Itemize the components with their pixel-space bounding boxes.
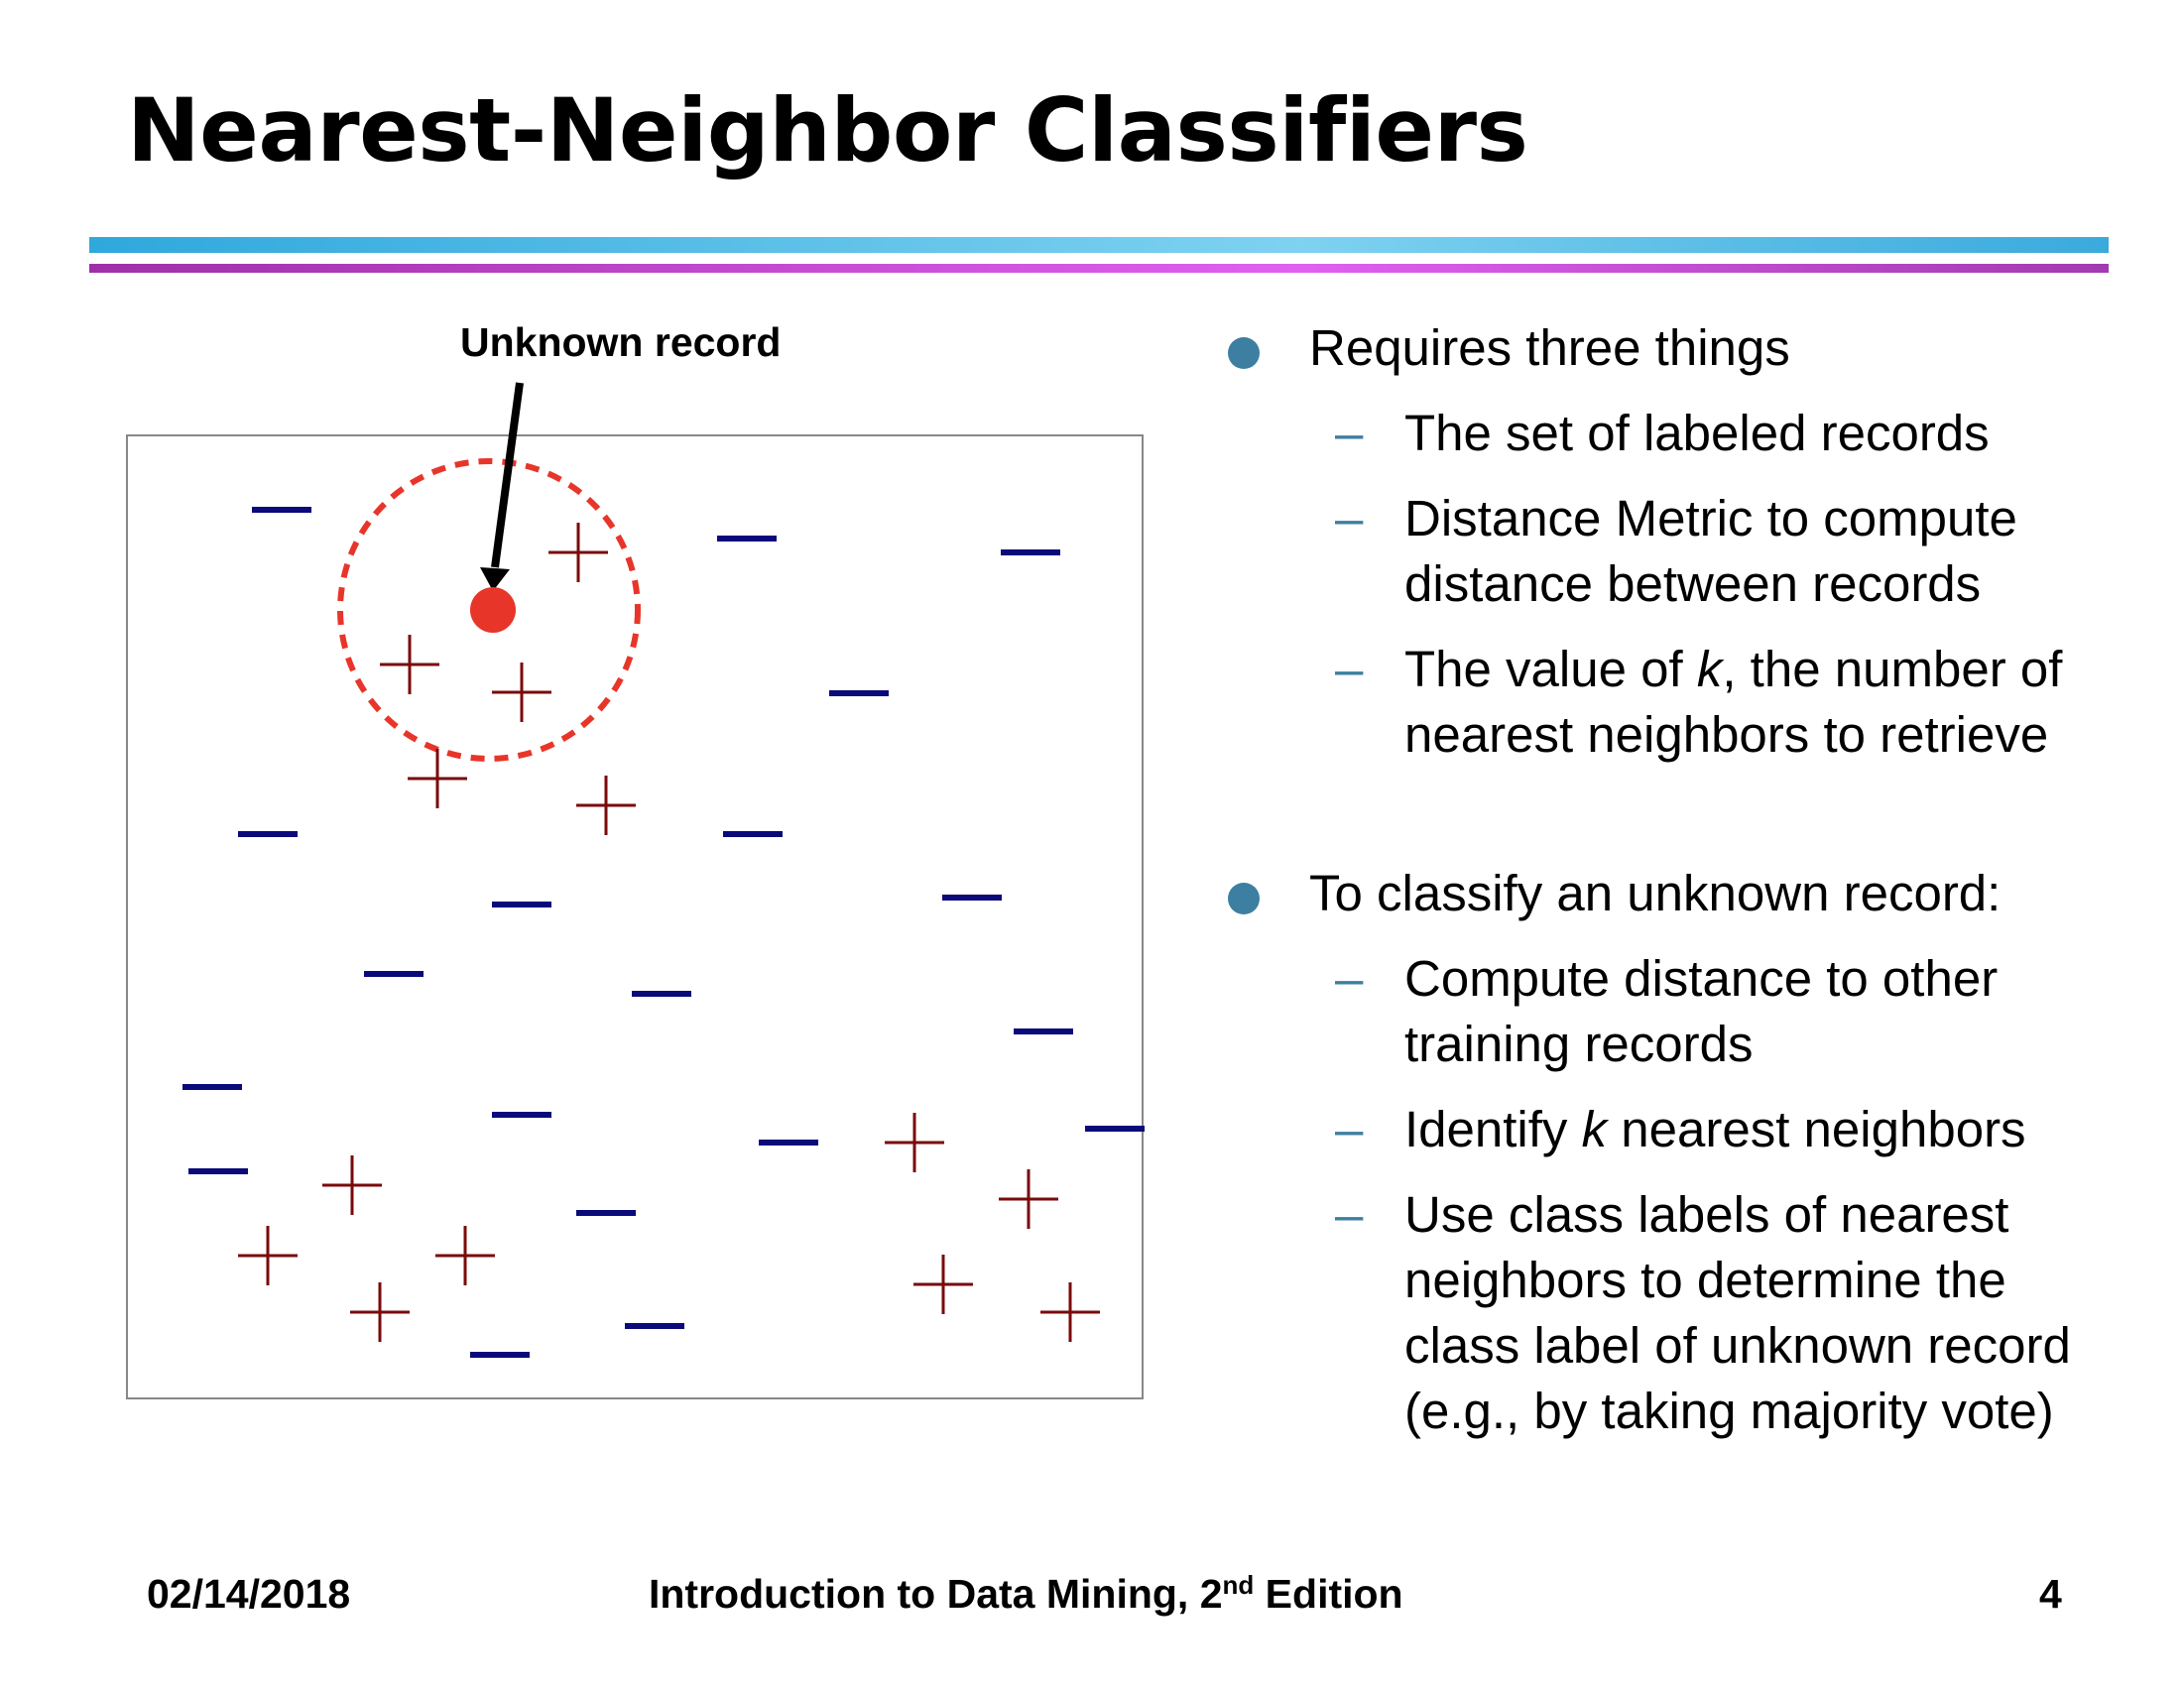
footer-page-number: 4 xyxy=(2039,1571,2062,1617)
dash-bullet-icon: – xyxy=(1335,1186,1364,1243)
variable-k: k xyxy=(1581,1101,1608,1157)
footer-book-title-sup: nd xyxy=(1222,1570,1255,1600)
sub-bullet-text: , the number of xyxy=(1722,641,2063,697)
unknown-record-label: Unknown record xyxy=(460,319,782,365)
filled-circle-bullet-icon xyxy=(1228,337,1260,369)
dash-bullet-icon: – xyxy=(1335,490,1364,546)
sub-bullet-text: nearest neighbors xyxy=(1607,1101,2026,1157)
sub-bullet-text: Distance Metric to compute xyxy=(1404,490,2017,546)
arrow-down-icon xyxy=(480,567,510,591)
dash-bullet-icon: – xyxy=(1335,405,1364,461)
sub-bullet-text: class label of unknown record xyxy=(1404,1317,2071,1374)
plus-record-mark xyxy=(408,749,467,808)
sub-bullet-text: (e.g., by taking majority vote) xyxy=(1404,1383,2054,1439)
sub-bullet: – Distance Metric to compute distance be… xyxy=(1220,486,2113,617)
plus-record-mark xyxy=(435,1226,495,1285)
sub-bullet: – The set of labeled records xyxy=(1220,401,2113,466)
sub-bullet: – Identify k nearest neighbors xyxy=(1220,1097,2113,1162)
bullet-text: Requires three things xyxy=(1309,319,1790,376)
bullet-classify: To classify an unknown record: xyxy=(1220,861,2113,926)
sub-bullet: – Use class labels of nearest neighbors … xyxy=(1220,1182,2113,1444)
dash-bullet-icon: – xyxy=(1335,1101,1364,1157)
sub-bullet-text: distance between records xyxy=(1404,555,1982,612)
sub-bullet-text: neighbors to determine the xyxy=(1404,1252,2006,1308)
footer-book-title-text: Introduction to Data Mining, 2 xyxy=(649,1571,1223,1617)
plus-record-mark xyxy=(492,663,551,722)
sub-bullet-text: The value of xyxy=(1404,641,1697,697)
arrow-shaft xyxy=(491,382,524,568)
sub-bullet-text: Use class labels of nearest xyxy=(1404,1186,2009,1243)
sub-bullet: – The value of k, the number of nearest … xyxy=(1220,637,2113,768)
sub-bullet-text: Identify xyxy=(1404,1101,1582,1157)
bullet-requirements: Requires three things xyxy=(1220,315,2113,381)
variable-k: k xyxy=(1696,641,1723,697)
dash-bullet-icon: – xyxy=(1335,641,1364,697)
plus-record-mark xyxy=(885,1113,944,1172)
sub-bullet-text: nearest neighbors to retrieve xyxy=(1404,706,2049,763)
plus-record-mark xyxy=(576,776,636,835)
plus-record-mark xyxy=(322,1155,382,1215)
sub-bullet: – Compute distance to other training rec… xyxy=(1220,946,2113,1077)
sub-bullet-text: training records xyxy=(1404,1016,1754,1072)
plus-record-mark xyxy=(380,635,439,694)
bullet-text: To classify an unknown record: xyxy=(1309,865,2002,921)
feature-space-box xyxy=(126,434,1144,1399)
sub-bullet-text: Compute distance to other xyxy=(1404,950,1999,1007)
plus-record-mark xyxy=(1040,1282,1100,1342)
footer-book-title-suffix: Edition xyxy=(1254,1571,1403,1617)
bullet-list: Requires three things – The set of label… xyxy=(1220,315,2113,1444)
slide-title: Nearest-Neighbor Classifiers xyxy=(127,79,1528,181)
neighborhood-circle xyxy=(337,458,641,762)
plus-record-mark xyxy=(350,1282,410,1342)
footer-book-title: Introduction to Data Mining, 2nd Edition xyxy=(649,1571,1403,1618)
dash-bullet-icon: – xyxy=(1335,950,1364,1007)
unknown-record-point xyxy=(470,587,516,633)
footer-date: 02/14/2018 xyxy=(147,1571,351,1617)
plus-record-mark xyxy=(548,523,608,582)
plus-record-mark xyxy=(999,1169,1058,1229)
plus-record-mark xyxy=(913,1255,973,1314)
plus-record-mark xyxy=(238,1226,298,1285)
title-divider-bottom xyxy=(89,264,2109,273)
training-records xyxy=(182,507,1145,1358)
title-divider-top xyxy=(89,237,2109,253)
filled-circle-bullet-icon xyxy=(1228,883,1260,914)
sub-bullet-text: The set of labeled records xyxy=(1404,405,1990,461)
